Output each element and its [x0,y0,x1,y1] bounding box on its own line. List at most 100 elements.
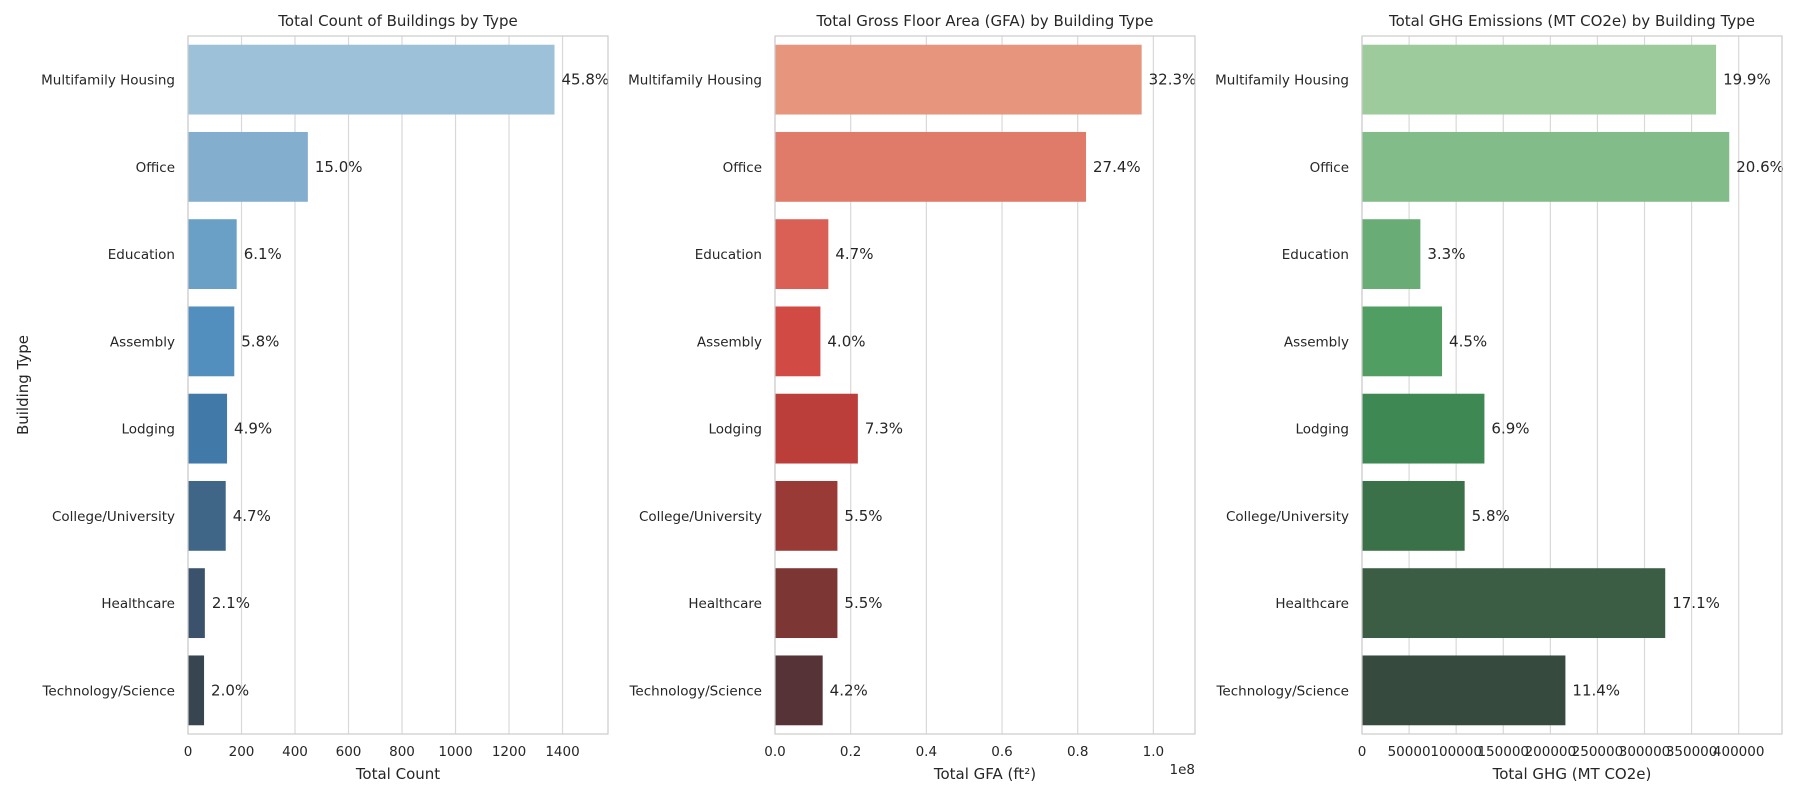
category-label: Office [723,160,762,176]
chart-title: Total GHG Emissions (MT CO2e) by Buildin… [1388,12,1755,30]
bar-multifamily-housing [775,44,1142,115]
x-axis-label: Total GFA (ft²) [933,765,1036,783]
x-tick-label: 0.6 [991,744,1012,760]
data-label: 20.6% [1736,158,1784,176]
data-label: 4.9% [234,420,272,438]
bar-college-university [775,480,838,551]
chart-panel-3: 19.9% Multifamily Housing 20.6% Office 3.3% E… [1215,12,1784,783]
bar-healthcare [1362,568,1666,639]
bar-education [188,219,237,290]
category-label: College/University [1226,509,1349,525]
category-label: College/University [639,509,762,525]
category-label: Assembly [1284,334,1349,350]
x-tick-label: 300000 [1619,744,1671,760]
category-label: Lodging [121,422,175,438]
plot-frame [774,35,1196,735]
data-label: 5.8% [1472,507,1510,525]
data-label: 27.4% [1093,158,1141,176]
x-tick-label: 1000 [438,744,472,760]
bar-assembly [775,306,821,377]
bar-office [188,131,308,202]
bar-technology-science [775,655,823,726]
data-label: 32.3% [1149,71,1197,89]
data-label: 45.8% [561,71,609,89]
data-label: 3.3% [1427,245,1465,263]
x-axis-label: Total Count [355,765,440,783]
bar-college-university [1362,480,1465,551]
chart-panel-2: 32.3% Multifamily Housing 27.4% Office 4.7% E… [628,12,1196,783]
category-label: Lodging [708,422,762,438]
bar-technology-science [188,655,205,726]
data-label: 5.5% [844,507,882,525]
x-tick-label: 100000 [1430,744,1482,760]
category-label: Technology/Science [628,683,762,699]
data-label: 4.7% [233,507,271,525]
x-axis-label: Total GHG (MT CO2e) [1492,765,1652,783]
x-tick-label: 400 [282,744,308,760]
category-label: Assembly [697,334,762,350]
data-label: 4.2% [830,681,868,699]
data-label: 17.1% [1672,594,1720,612]
data-label: 5.5% [844,594,882,612]
bar-multifamily-housing [1362,44,1717,115]
chart-title: Total Gross Floor Area (GFA) by Building… [815,12,1153,30]
data-label: 2.0% [211,681,249,699]
x-tick-label: 0.0 [764,744,785,760]
bar-education [775,219,829,290]
category-label: Healthcare [688,596,762,612]
data-label: 15.0% [315,158,363,176]
data-label: 4.0% [827,332,865,350]
x-tick-label: 200 [229,744,255,760]
category-label: Technology/Science [1215,683,1349,699]
data-label: 4.7% [835,245,873,263]
x-tick-label: 400000 [1713,744,1765,760]
chart-panel-1: 45.8% Multifamily Housing 15.0% Office 6.1% E… [14,12,609,783]
category-label: Technology/Science [41,683,175,699]
x-tick-label: 0 [1358,744,1367,760]
data-label: 19.9% [1723,71,1771,89]
category-label: Multifamily Housing [41,73,175,89]
bar-healthcare [188,568,205,639]
bar-assembly [188,306,235,377]
x-tick-label: 1400 [545,744,579,760]
x-tick-label: 0 [184,744,193,760]
category-label: Assembly [110,334,175,350]
x-tick-label: 0.2 [840,744,861,760]
bar-technology-science [1362,655,1566,726]
category-label: Healthcare [101,596,175,612]
x-tick-label: 0.4 [916,744,937,760]
category-label: Education [108,247,175,263]
bar-lodging [1362,393,1485,464]
plot-frame [187,35,609,735]
x-tick-label: 200000 [1525,744,1577,760]
x-tick-label: 1200 [492,744,526,760]
category-label: Office [136,160,175,176]
chart-title: Total Count of Buildings by Type [277,12,517,30]
bar-healthcare [775,568,838,639]
category-label: Healthcare [1275,596,1349,612]
axis-offset-text: 1e8 [1170,762,1195,778]
bar-lodging [188,393,228,464]
y-axis-label: Building Type [14,335,32,435]
bar-assembly [1362,306,1443,377]
bar-education [1362,219,1421,290]
data-label: 6.9% [1491,420,1529,438]
category-label: Multifamily Housing [628,73,762,89]
category-label: Education [695,247,762,263]
x-tick-label: 350000 [1666,744,1718,760]
data-label: 7.3% [865,420,903,438]
bar-office [775,131,1087,202]
x-tick-label: 250000 [1572,744,1624,760]
bar-multifamily-housing [188,44,555,115]
category-label: Lodging [1295,422,1349,438]
x-tick-label: 50000 [1388,744,1431,760]
bar-lodging [775,393,858,464]
data-label: 4.5% [1449,332,1487,350]
plot-frame [1361,35,1783,735]
data-label: 6.1% [244,245,282,263]
x-tick-label: 800 [389,744,415,760]
category-label: Office [1310,160,1349,176]
bar-college-university [188,480,226,551]
category-label: Education [1282,247,1349,263]
